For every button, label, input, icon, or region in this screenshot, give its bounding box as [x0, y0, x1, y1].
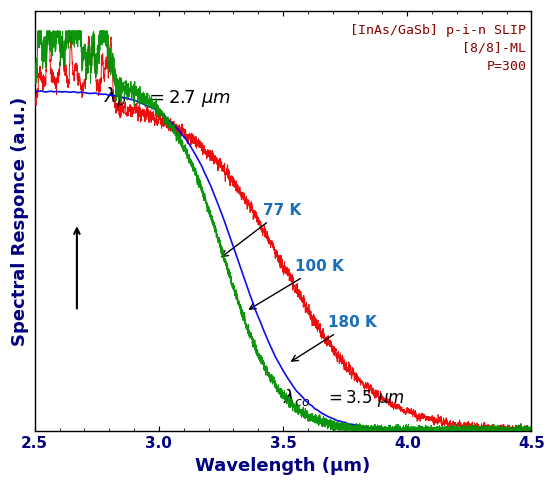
Text: 180 K: 180 K [292, 315, 376, 361]
Text: $\lambda_p$: $\lambda_p$ [104, 86, 127, 111]
Text: 77 K: 77 K [222, 203, 301, 257]
Text: [InAs/GaSb] p-i-n SLIP
[8/8]-ML
P=300: [InAs/GaSb] p-i-n SLIP [8/8]-ML P=300 [350, 24, 527, 73]
X-axis label: Wavelength (μm): Wavelength (μm) [196, 457, 371, 475]
Text: $= 3.5\ \mu m$: $= 3.5\ \mu m$ [325, 388, 405, 409]
Y-axis label: Spectral Responce (a.u.): Spectral Responce (a.u.) [11, 97, 29, 346]
Text: $= 2.7\ \mu m$: $= 2.7\ \mu m$ [146, 88, 231, 109]
Text: 100 K: 100 K [250, 260, 344, 309]
Text: $\lambda_{co}$: $\lambda_{co}$ [283, 387, 311, 408]
